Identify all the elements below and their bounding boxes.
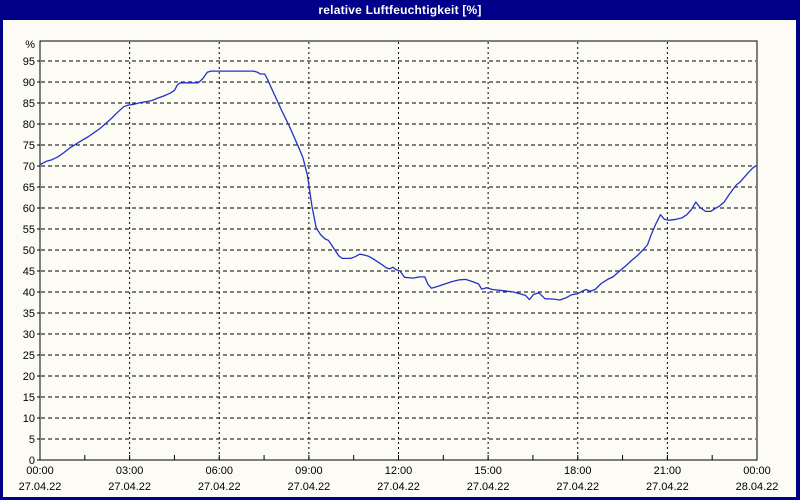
y-tick-label: 60 <box>23 203 35 215</box>
y-tick-label: 30 <box>23 329 35 341</box>
y-tick-label: 15 <box>23 392 35 404</box>
x-tick-time-label: 15:00 <box>474 465 502 477</box>
y-tick-label: 80 <box>23 119 35 131</box>
y-tick-label: 45 <box>23 266 35 278</box>
y-tick-label: 50 <box>23 245 35 257</box>
y-axis-unit-label: % <box>25 39 35 51</box>
x-tick-date-label: 27.04.22 <box>198 481 241 493</box>
y-tick-label: 85 <box>23 98 35 110</box>
x-tick-date-label: 27.04.22 <box>287 481 330 493</box>
window-title: relative Luftfeuchtigkeit [%] <box>318 3 482 17</box>
x-tick-date-label: 27.04.22 <box>377 481 420 493</box>
x-tick-time-label: 00:00 <box>26 465 54 477</box>
y-tick-label: 20 <box>23 371 35 383</box>
y-tick-label: 40 <box>23 287 35 299</box>
y-tick-label: 35 <box>23 308 35 320</box>
x-tick-time-label: 09:00 <box>295 465 323 477</box>
x-tick-date-label: 28.04.22 <box>736 481 779 493</box>
y-tick-label: 55 <box>23 224 35 236</box>
y-tick-label: 65 <box>23 182 35 194</box>
y-tick-label: 5 <box>29 434 35 446</box>
x-tick-time-label: 03:00 <box>116 465 144 477</box>
x-tick-time-label: 00:00 <box>743 465 771 477</box>
y-tick-label: 95 <box>23 56 35 68</box>
y-tick-label: 10 <box>23 413 35 425</box>
x-tick-date-label: 27.04.22 <box>556 481 599 493</box>
y-tick-label: 70 <box>23 161 35 173</box>
x-tick-time-label: 21:00 <box>654 465 682 477</box>
y-tick-label: 25 <box>23 350 35 362</box>
x-tick-date-label: 27.04.22 <box>467 481 510 493</box>
y-tick-label: 90 <box>23 77 35 89</box>
title-bar: relative Luftfeuchtigkeit [%] <box>0 0 800 20</box>
x-tick-time-label: 18:00 <box>564 465 592 477</box>
x-tick-date-label: 27.04.22 <box>646 481 689 493</box>
x-tick-time-label: 12:00 <box>385 465 413 477</box>
y-tick-label: 0 <box>29 455 35 467</box>
x-tick-date-label: 27.04.22 <box>19 481 62 493</box>
y-tick-label: 75 <box>23 140 35 152</box>
x-tick-date-label: 27.04.22 <box>108 481 151 493</box>
humidity-series-line <box>39 70 758 301</box>
x-tick-time-label: 06:00 <box>205 465 233 477</box>
